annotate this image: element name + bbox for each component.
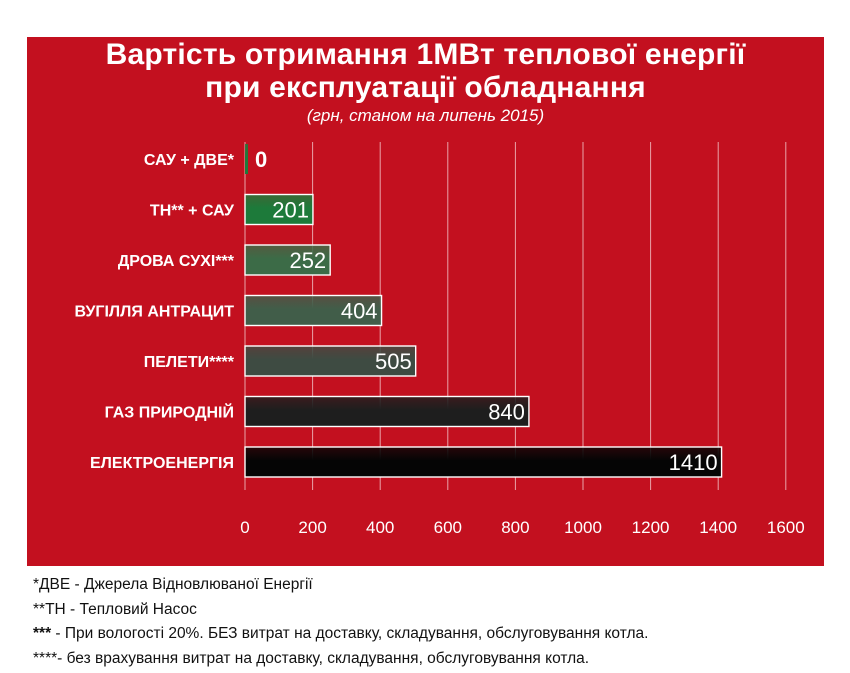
chart-panel	[27, 37, 824, 566]
footnote-4: ****- без врахування витрат на доставку,…	[33, 647, 833, 672]
footnote-4-text: ****- без врахування витрат на доставку,…	[33, 649, 590, 667]
chart-title-line-1: Вартість отримання 1МВт теплової енергії	[105, 38, 746, 71]
category-label: ГАЗ ПРИРОДНІЙ	[105, 403, 234, 422]
x-tick-label: 200	[298, 518, 326, 537]
footnote-3-mark: ***	[33, 625, 52, 642]
x-axis-ticks: 0 200 400 600 800 1000 1200 1400 1600	[240, 518, 804, 537]
x-tick-label: 1200	[632, 518, 670, 537]
footnote-3-text: - При вологості 20%. БЕЗ витрат на доста…	[51, 625, 649, 642]
footnote-1-text: *ДВЕ - Джерела Відновлюваної Енергії	[33, 576, 313, 593]
x-tick-label: 1000	[564, 518, 602, 537]
category-label: САУ + ДВЕ*	[144, 152, 235, 169]
x-tick-label: 1600	[767, 518, 805, 537]
value-label: 1410	[669, 450, 718, 475]
bars: 0 201 252 404 505 840 1410	[244, 144, 723, 478]
category-label: ЕЛЕКТРОЕНЕРГІЯ	[90, 455, 234, 472]
value-label: 252	[289, 248, 326, 273]
bar-сау-две	[245, 144, 248, 174]
category-label: ТН** + САУ	[150, 203, 235, 220]
footnote-2-text: **ТН - Тепловий Насос	[33, 600, 197, 618]
x-tick-label: 600	[434, 518, 462, 537]
x-tick-label: 800	[501, 518, 529, 537]
footnote-3: *** - При вологості 20%. БЕЗ витрат на д…	[33, 622, 833, 647]
chart-title-line-2: при експлуатації обладнання	[205, 71, 646, 104]
value-label: 404	[341, 299, 378, 324]
chart-title: Вартість отримання 1МВт теплової енергії…	[27, 38, 824, 104]
footnote-2: **ТН - Тепловий Насос	[33, 598, 833, 623]
bar-вугілля-антрацит	[244, 294, 383, 327]
x-tick-label: 1400	[699, 518, 737, 537]
category-labels: САУ + ДВЕ* ТН** + САУ ДРОВА СУХІ*** ВУГІЛЛЯ…	[75, 152, 236, 472]
bar-дрова-сухі	[244, 244, 331, 276]
footnote-1: *ДВЕ - Джерела Відновлюваної Енергії	[33, 573, 833, 598]
value-label: 0	[255, 147, 267, 172]
category-label: ПЕЛЕТИ****	[144, 354, 235, 371]
category-label: ДРОВА СУХІ***	[118, 253, 235, 270]
chart-subtitle: (грн, станом на липень 2015)	[306, 106, 545, 125]
x-tick-label: 0	[240, 518, 249, 537]
footnotes: *ДВЕ - Джерела Відновлюваної Енергії **Т…	[33, 573, 833, 671]
bar-пелети	[244, 345, 417, 377]
value-label: 505	[375, 349, 412, 374]
category-label: ВУГІЛЛЯ АНТРАЦИТ	[75, 304, 235, 321]
bar-тн-сау	[244, 193, 314, 226]
x-tick-label: 400	[366, 518, 394, 537]
value-label: 201	[272, 198, 309, 223]
value-label: 840	[488, 400, 525, 425]
bar-газ-природній	[244, 395, 530, 428]
bar-електроенергія	[244, 446, 723, 478]
